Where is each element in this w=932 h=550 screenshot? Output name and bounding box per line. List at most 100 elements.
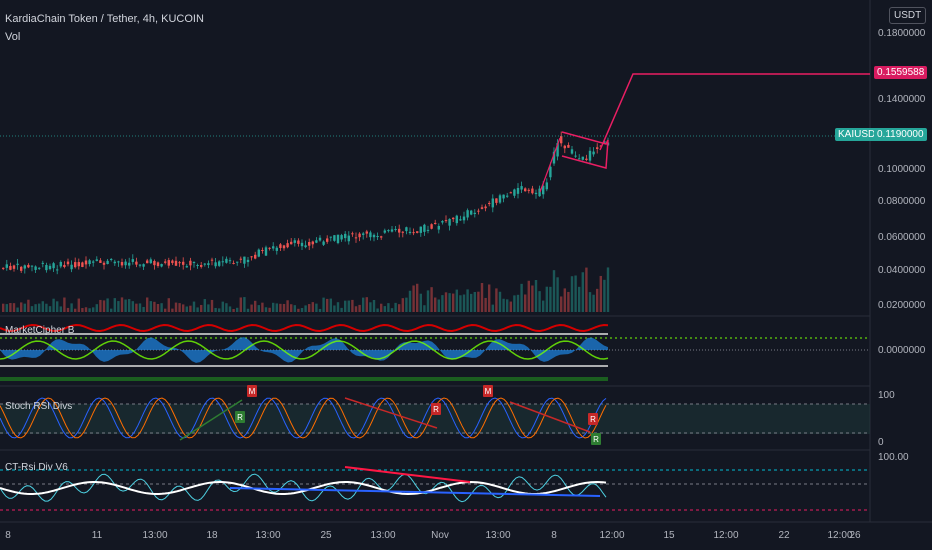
candle-body (495, 198, 498, 203)
candle-body (448, 218, 451, 226)
time-tick: Nov (431, 530, 449, 541)
stoch-signal-badge (235, 411, 245, 423)
candle-body (48, 265, 52, 270)
candle-body (20, 266, 23, 271)
time-tick: 13:00 (255, 530, 281, 541)
volume-bar (182, 304, 185, 312)
candle-body (304, 245, 307, 248)
candle-body (556, 143, 559, 157)
stoch-divergence (179, 399, 243, 441)
volume-bar (603, 279, 606, 312)
candle-body (214, 262, 217, 267)
volume-bar (326, 298, 329, 312)
volume-bar (538, 291, 541, 312)
volume-bar (138, 303, 142, 312)
candle-body (272, 246, 275, 249)
symbol-title[interactable]: KardiaChain Token / Tether, 4h, KUCOIN (5, 13, 204, 25)
candle-body (66, 261, 70, 265)
volume-bar (99, 299, 102, 312)
candle-body (84, 260, 88, 265)
candle-body (462, 216, 466, 221)
volume-bar (524, 294, 527, 312)
volume-bar (491, 304, 494, 312)
ct-rsi-label[interactable]: CT-Rsi Div V6 (5, 462, 68, 473)
candle-body (200, 265, 203, 267)
volume-bar (70, 303, 73, 312)
target-projection-line (599, 73, 870, 151)
candle-body (182, 261, 185, 265)
price-tick: 0.0200000 (878, 300, 926, 311)
candle-body (437, 225, 440, 230)
volume-label[interactable]: Vol (5, 31, 21, 43)
candle-body (12, 265, 16, 269)
volume-bar (228, 306, 232, 312)
volume-bar (293, 305, 296, 312)
volume-bar (239, 297, 242, 312)
volume-bar (167, 298, 170, 312)
candle-body (585, 158, 588, 161)
volume-bar (606, 267, 610, 312)
candle-body (290, 241, 293, 245)
target-price-tag: 0.1559588 (874, 66, 928, 79)
candle-body (383, 230, 386, 233)
volume-bar (236, 307, 239, 312)
candle-body (221, 261, 224, 263)
volume-bar (77, 298, 80, 312)
flagpole-line (539, 137, 561, 193)
stoch-axis-bottom: 0 (878, 437, 884, 448)
candle-body (45, 264, 48, 271)
candle-body (131, 259, 134, 262)
stoch-rsi-label[interactable]: Stoch RSI Divs (5, 401, 73, 412)
candle-body (578, 158, 581, 160)
volume-bar (272, 302, 275, 312)
candle-body (153, 260, 156, 266)
volume-bar (45, 303, 48, 312)
candle-body (228, 260, 232, 262)
volume-bar (74, 308, 77, 312)
currency-button[interactable]: USDT (889, 7, 927, 24)
candle-body (210, 259, 214, 261)
volume-bar (52, 298, 55, 312)
volume-bar (430, 287, 433, 312)
time-tick: 12:00 (599, 530, 625, 541)
volume-bar (59, 306, 62, 312)
candle-body (142, 264, 145, 267)
volume-bar (131, 301, 134, 312)
candle-body (192, 262, 196, 264)
time-tick: 8 (5, 530, 11, 541)
market-cipher-label[interactable]: MarketCipher B (5, 325, 75, 336)
volume-bar (214, 307, 217, 312)
volume-bar (88, 308, 91, 312)
volume-bar (178, 303, 181, 312)
volume-bar (311, 302, 314, 312)
candle-body (52, 263, 55, 269)
candle-body (567, 144, 570, 148)
mc-wave-line (0, 340, 609, 360)
volume-bar (588, 292, 592, 312)
volume-bar (369, 302, 372, 312)
candle-body (596, 147, 599, 149)
volume-bar (279, 303, 282, 312)
candle-body (178, 262, 181, 264)
candle-body (174, 260, 178, 266)
volume-bar (405, 297, 408, 312)
time-tick: 25 (320, 530, 332, 541)
volume-bar (441, 295, 444, 312)
volume-bar (203, 299, 206, 312)
stoch-signal-label: R (593, 435, 599, 444)
candle-body (419, 226, 422, 233)
volume-bar (5, 304, 8, 312)
candle-body (588, 150, 592, 161)
volume-bar (340, 307, 343, 312)
candle-body (351, 233, 354, 235)
candle-body (160, 264, 163, 267)
candle-body (488, 202, 491, 204)
candle-body (423, 224, 426, 232)
volume-bar (434, 297, 437, 312)
candle-body (218, 261, 221, 266)
candle-body (102, 262, 106, 265)
stoch-signal-label: M (485, 387, 492, 396)
volume-bar (128, 299, 131, 312)
candle-body (570, 149, 574, 154)
